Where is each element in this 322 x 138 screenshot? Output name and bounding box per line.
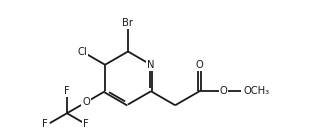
Text: Cl: Cl bbox=[78, 47, 87, 57]
Text: F: F bbox=[64, 86, 70, 96]
Text: N: N bbox=[147, 60, 155, 70]
Text: O: O bbox=[195, 60, 203, 70]
Text: O: O bbox=[82, 97, 90, 107]
Text: F: F bbox=[83, 119, 89, 129]
Text: Br: Br bbox=[122, 18, 134, 29]
Text: OCH₃: OCH₃ bbox=[243, 86, 270, 96]
Text: F: F bbox=[42, 119, 48, 129]
Text: O: O bbox=[220, 86, 227, 96]
